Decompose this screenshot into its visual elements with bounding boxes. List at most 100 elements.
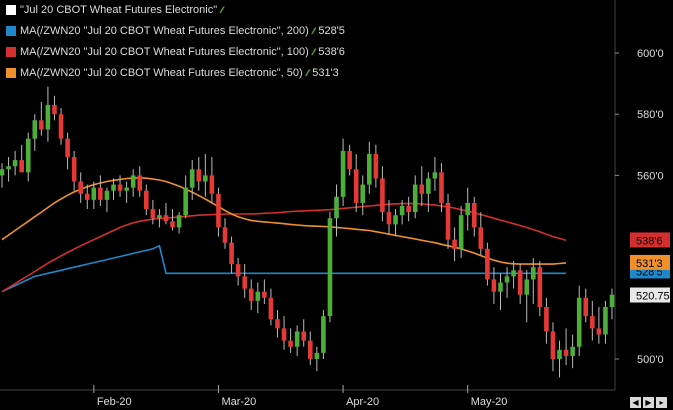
ma50-label: MA(/ZWN20 "Jul 20 CBOT Wheat Futures Ele… xyxy=(20,67,303,79)
candle-body xyxy=(544,306,549,332)
candle xyxy=(550,322,556,372)
x-tick-label: Mar-20 xyxy=(221,396,256,408)
wave-icon: ⁄⁄⁄ xyxy=(221,5,223,15)
candle-body xyxy=(452,239,457,249)
candle xyxy=(485,242,490,286)
candle-body xyxy=(432,172,438,179)
candle-body xyxy=(380,178,385,213)
ma200-value: 528'5 xyxy=(318,25,345,37)
candle-body xyxy=(563,349,569,356)
candle xyxy=(478,212,484,255)
candle-body xyxy=(491,279,497,292)
wave-icon: ⁄⁄⁄ xyxy=(306,68,309,78)
candle-body xyxy=(347,150,352,170)
candle-body xyxy=(327,218,333,317)
candles xyxy=(0,86,615,378)
candle xyxy=(511,261,516,289)
candle xyxy=(380,166,385,222)
candle xyxy=(196,157,202,191)
candle xyxy=(321,310,326,359)
candle-body xyxy=(12,160,18,167)
zoom-icon[interactable]: ▸ xyxy=(656,397,667,408)
candle-body xyxy=(242,276,247,289)
y-tick-label: 580'0 xyxy=(637,109,664,121)
candle-body xyxy=(262,291,267,298)
chart-title: "Jul 20 CBOT Wheat Futures Electronic" xyxy=(20,4,218,16)
candle-body xyxy=(137,175,143,191)
candle-body xyxy=(609,294,615,307)
candle-body xyxy=(189,169,195,188)
candle xyxy=(386,199,392,234)
candle xyxy=(65,132,70,170)
last-price-tag-text: 520.75 xyxy=(636,291,670,303)
candle xyxy=(603,300,608,344)
candle-body xyxy=(98,187,103,200)
candle-body xyxy=(393,215,398,225)
candle xyxy=(216,187,221,237)
scroll-right-icon[interactable]: ▶ xyxy=(643,397,654,408)
candle xyxy=(163,202,169,225)
candle-body xyxy=(124,187,129,191)
candle-body xyxy=(537,267,543,307)
y-tick-label: 600'0 xyxy=(637,48,664,60)
candle xyxy=(524,270,530,323)
candle xyxy=(596,306,602,344)
candle-body xyxy=(183,187,188,216)
candle xyxy=(544,297,549,344)
candle-body xyxy=(111,184,116,191)
candle-body xyxy=(530,267,536,280)
candle-body xyxy=(314,352,320,359)
scroll-left-icon[interactable]: ◀ xyxy=(630,397,641,408)
candle-body xyxy=(19,160,24,173)
candle xyxy=(327,212,333,323)
candle xyxy=(347,144,352,176)
ma100-label: MA(/ZWN20 "Jul 20 CBOT Wheat Futures Ele… xyxy=(20,46,309,58)
candle xyxy=(458,206,464,259)
candle-body xyxy=(590,316,595,329)
candle xyxy=(609,288,615,320)
candle xyxy=(583,288,589,323)
candle-body xyxy=(130,175,136,188)
candle xyxy=(432,157,438,191)
ma50-price-tag-box xyxy=(630,254,670,270)
candle xyxy=(189,160,195,200)
candle xyxy=(563,328,569,366)
candle-body xyxy=(163,215,169,222)
x-tick-label: Apr-20 xyxy=(346,396,379,408)
candle xyxy=(39,101,44,136)
ma100-price-tag-text: 538'6 xyxy=(636,235,663,247)
candle-body xyxy=(465,202,470,216)
candle-body xyxy=(458,215,464,249)
candle-body xyxy=(485,248,490,280)
candle xyxy=(157,209,162,228)
candle xyxy=(570,334,575,369)
candle xyxy=(537,261,543,317)
candle-body xyxy=(517,270,523,295)
wave-icon: ⁄⁄⁄ xyxy=(312,47,315,57)
ma100-value: 538'6 xyxy=(318,46,345,58)
candle-body xyxy=(504,276,510,283)
candle xyxy=(144,184,149,216)
y-tick-label: 500'0 xyxy=(637,354,664,366)
candle xyxy=(412,175,418,219)
candle-body xyxy=(45,105,51,130)
candle-body xyxy=(25,138,31,173)
candle xyxy=(367,141,372,194)
candle-body xyxy=(78,181,84,194)
candle xyxy=(590,300,595,341)
candle xyxy=(360,175,366,216)
candle-body xyxy=(340,150,346,197)
candle xyxy=(275,310,280,338)
candle xyxy=(334,184,339,237)
candle xyxy=(6,157,11,182)
candle-body xyxy=(603,306,608,335)
candle xyxy=(445,193,451,249)
candle xyxy=(557,340,562,378)
candle-body xyxy=(353,169,359,203)
candle-body xyxy=(176,215,182,228)
candle xyxy=(340,138,346,206)
wave-icon: ⁄⁄⁄ xyxy=(312,26,315,36)
candle xyxy=(183,175,188,219)
